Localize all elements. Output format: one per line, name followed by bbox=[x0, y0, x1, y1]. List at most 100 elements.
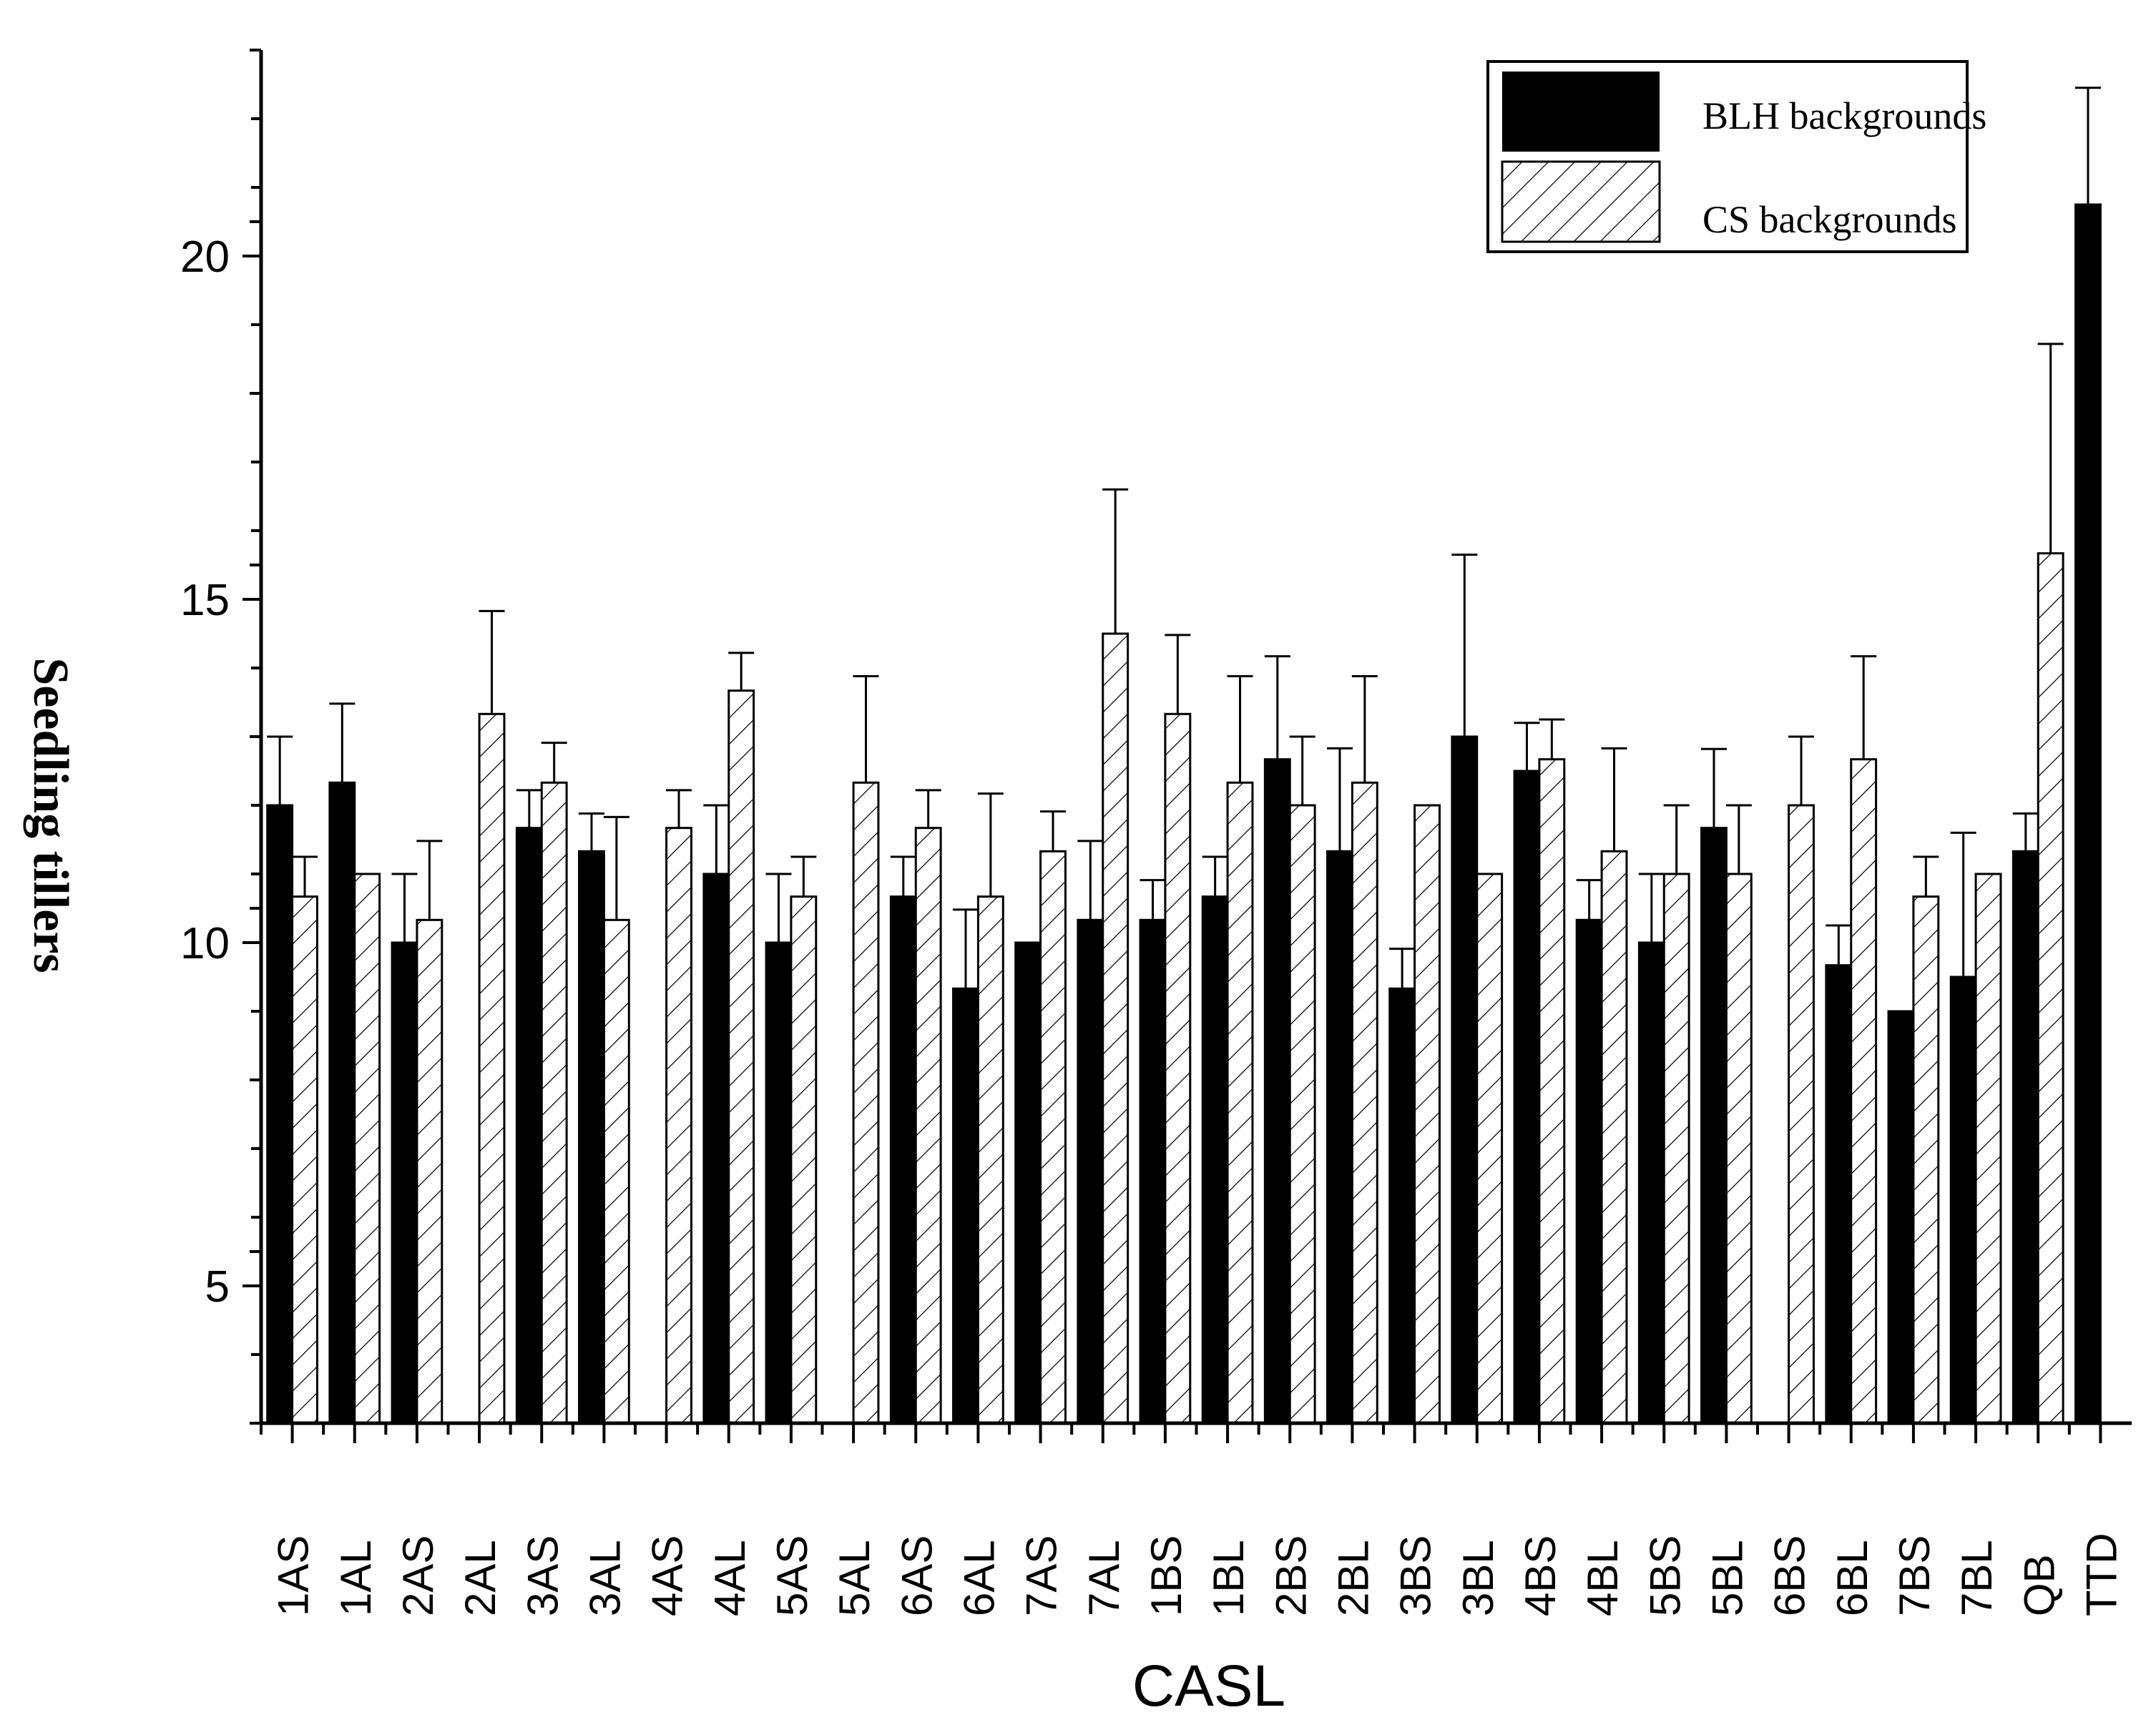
x-tick-label: 1AS bbox=[270, 1535, 318, 1616]
bar-cs-3BL bbox=[1476, 873, 1504, 1425]
bar-blh-7BS bbox=[1887, 1010, 1915, 1425]
bar-cs-2BS bbox=[1288, 804, 1316, 1425]
legend-swatch-blh bbox=[1502, 72, 1660, 152]
x-tick-label: 2AL bbox=[456, 1540, 504, 1616]
bar-cs-6BS bbox=[1788, 804, 1815, 1425]
bar-cs-2AS bbox=[416, 918, 444, 1425]
bar-blh-7AL bbox=[1077, 918, 1104, 1425]
y-tick-label: 20 bbox=[180, 232, 230, 282]
bar-cs-1AS bbox=[291, 895, 318, 1425]
bar-cs-5BL bbox=[1725, 873, 1753, 1425]
x-tick-label: 4AL bbox=[706, 1540, 754, 1616]
x-tick-label: 3BL bbox=[1454, 1540, 1502, 1616]
bar-cs-7BS bbox=[1912, 895, 1940, 1425]
bar-blh-7AS bbox=[1014, 941, 1042, 1425]
bar-blh-6AS bbox=[889, 895, 917, 1425]
bar-cs-1AL bbox=[353, 873, 381, 1425]
x-tick-label: 2AS bbox=[394, 1535, 442, 1616]
x-tick-label: 7BS bbox=[1891, 1535, 1939, 1616]
bar-cs-3AS bbox=[540, 781, 568, 1425]
x-tick-label: 4BS bbox=[1516, 1535, 1564, 1616]
bar-blh-1BS bbox=[1139, 918, 1167, 1425]
bar-blh-6BL bbox=[1825, 964, 1853, 1425]
bar-blh-3AS bbox=[515, 827, 543, 1425]
bar-cs-3AL bbox=[602, 918, 630, 1425]
bar-blh-3BS bbox=[1388, 987, 1416, 1425]
bar-cs-6BL bbox=[1850, 758, 1878, 1425]
x-tick-label: 7AS bbox=[1018, 1535, 1066, 1616]
bar-cs-7AS bbox=[1039, 850, 1067, 1425]
bar-cs-1BL bbox=[1226, 781, 1254, 1425]
bar-blh-7BL bbox=[1949, 976, 1977, 1425]
bar-cs-4AL bbox=[727, 689, 755, 1425]
x-tick-label: 5BL bbox=[1703, 1540, 1751, 1616]
x-tick-label: 3AL bbox=[581, 1540, 629, 1616]
bar-cs-4AS bbox=[665, 827, 692, 1425]
x-tick-label: 3BS bbox=[1392, 1535, 1440, 1616]
bar-cs-5BS bbox=[1662, 873, 1690, 1425]
x-tick-label: 4BL bbox=[1579, 1540, 1627, 1616]
bar-cs-6AL bbox=[976, 895, 1004, 1425]
y-tick-label: 10 bbox=[180, 919, 230, 968]
bar-cs-5AL bbox=[852, 781, 880, 1425]
bar-cs-4BS bbox=[1538, 758, 1566, 1425]
legend-label-blh: BLH backgrounds bbox=[1702, 94, 1986, 137]
bar-blh-1BL bbox=[1201, 895, 1229, 1425]
x-tick-label: TTD bbox=[2077, 1533, 2125, 1616]
bar-blh-3AL bbox=[578, 850, 605, 1425]
bar-blh-4BS bbox=[1513, 770, 1541, 1425]
legend-swatch-cs bbox=[1501, 160, 1661, 243]
bar-blh-TTD bbox=[2074, 203, 2102, 1425]
x-tick-label: 2BS bbox=[1267, 1535, 1315, 1616]
x-tick-label: 6BL bbox=[1828, 1540, 1876, 1616]
y-axis-title: Seedling tillers bbox=[23, 657, 78, 973]
x-tick-label: 7BL bbox=[1953, 1540, 2001, 1616]
x-tick-label: 6AL bbox=[955, 1540, 1003, 1616]
x-axis-title: CASL bbox=[1132, 1653, 1285, 1719]
bar-cs-1BS bbox=[1164, 712, 1192, 1425]
x-tick-label: 6AS bbox=[893, 1535, 941, 1616]
bar-cs-4BL bbox=[1600, 850, 1628, 1425]
legend-label-cs: CS backgrounds bbox=[1702, 198, 1956, 241]
bar-cs-5AS bbox=[790, 895, 818, 1425]
x-tick-label: 7AL bbox=[1080, 1540, 1128, 1616]
bar-cs-2AL bbox=[478, 712, 506, 1425]
bar-cs-7AL bbox=[1102, 632, 1130, 1425]
x-tick-label: QB bbox=[2015, 1554, 2063, 1616]
bar-cs-6AS bbox=[914, 827, 942, 1425]
x-tick-label: 5BS bbox=[1641, 1535, 1689, 1616]
bar-cs-3BS bbox=[1413, 804, 1441, 1425]
bar-cs-QB bbox=[2037, 552, 2064, 1425]
bar-blh-2BL bbox=[1326, 850, 1353, 1425]
x-tick-label: 3AS bbox=[519, 1535, 567, 1616]
x-tick-label: 5AL bbox=[830, 1540, 878, 1616]
bar-blh-5AS bbox=[765, 941, 793, 1425]
y-tick-label: 5 bbox=[205, 1262, 230, 1312]
x-tick-label: 1BS bbox=[1142, 1535, 1190, 1616]
legend: BLH backgrounds CS backgrounds bbox=[1486, 60, 1986, 253]
axes-layer bbox=[242, 49, 2132, 1443]
bar-blh-5BL bbox=[1700, 827, 1728, 1425]
y-tick-label: 15 bbox=[180, 576, 230, 625]
x-tick-label: 1AL bbox=[332, 1540, 380, 1616]
bar-blh-1AS bbox=[266, 804, 294, 1425]
bar-blh-2BS bbox=[1263, 758, 1291, 1425]
bar-blh-4BL bbox=[1575, 918, 1603, 1425]
bar-blh-3BL bbox=[1451, 735, 1479, 1425]
x-tick-label: 1BL bbox=[1205, 1540, 1253, 1616]
bar-blh-2AS bbox=[391, 941, 418, 1425]
x-tick-label: 4AS bbox=[644, 1535, 692, 1616]
bar-blh-5BS bbox=[1637, 941, 1665, 1425]
bars-layer bbox=[266, 87, 2102, 1425]
bar-blh-4AL bbox=[702, 873, 730, 1425]
bar-blh-1AL bbox=[328, 781, 356, 1425]
bar-blh-6AL bbox=[952, 987, 979, 1425]
x-tick-label: 5AS bbox=[768, 1535, 816, 1616]
labels-layer: 5 10 15 20 1AS 1AL 2AS 2AL 3AS 3AL 4AS 4AL 5AS 5AL 6AS… bbox=[180, 232, 2125, 1616]
x-tick-label: 6BS bbox=[1766, 1535, 1814, 1616]
x-tick-label: 2BL bbox=[1329, 1540, 1377, 1616]
bar-cs-2BL bbox=[1351, 781, 1378, 1425]
bar-cs-7BL bbox=[1974, 873, 2002, 1425]
bar-blh-QB bbox=[2012, 850, 2039, 1425]
